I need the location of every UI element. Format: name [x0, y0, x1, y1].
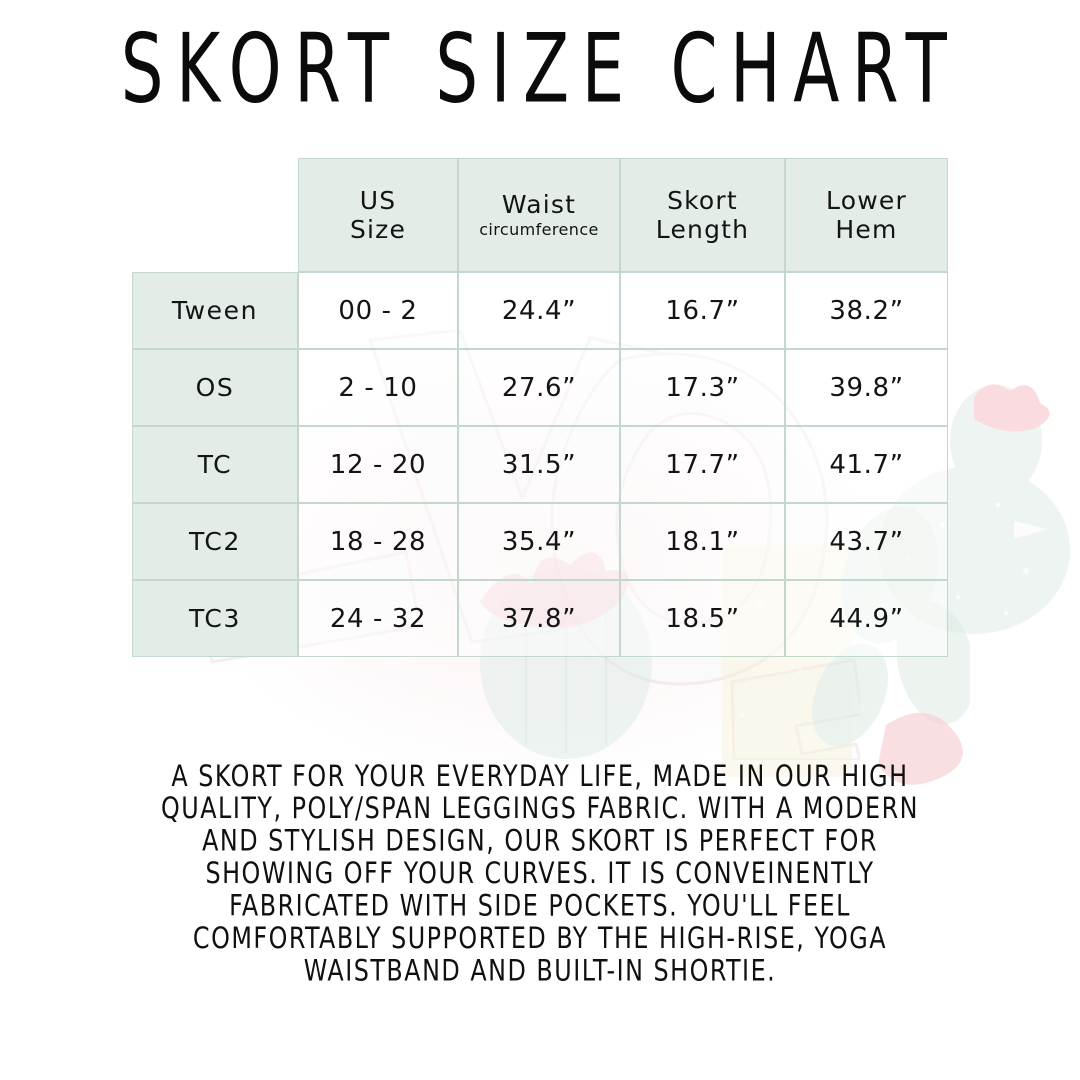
table-header-row: US Size Waist circumference Skort Length…	[132, 158, 948, 272]
description-line: COMFORTABLY SUPPORTED BY THE HIGH-RISE, …	[192, 921, 888, 956]
cell-us-size: 00 - 2	[298, 272, 458, 349]
size-chart-table: US Size Waist circumference Skort Length…	[132, 158, 948, 657]
row-label: TC3	[132, 580, 298, 657]
row-label: Tween	[132, 272, 298, 349]
column-header-lower-hem-sub: Hem	[835, 215, 898, 244]
row-label: TC2	[132, 503, 298, 580]
table-row: TC2 18 - 28 35.4” 18.1” 43.7”	[132, 503, 948, 580]
table-row: OS 2 - 10 27.6” 17.3” 39.8”	[132, 349, 948, 426]
column-header-skort-length-main: Skort	[667, 185, 738, 215]
description-line: FABRICATED WITH SIDE POCKETS. YOU'LL FEE…	[229, 888, 851, 924]
description-line: AND STYLISH DESIGN, OUR SKORT IS PERFECT…	[202, 823, 878, 859]
table-corner-cell	[132, 158, 298, 272]
cell-us-size: 2 - 10	[298, 349, 458, 426]
column-header-lower-hem: Lower Hem	[785, 158, 948, 272]
row-label: TC	[132, 426, 298, 503]
cell-skort-length: 17.7”	[620, 426, 785, 503]
description-line: QUALITY, POLY/SPAN LEGGINGS FABRIC. WITH…	[161, 791, 919, 827]
table-row: TC 12 - 20 31.5” 17.7” 41.7”	[132, 426, 948, 503]
description-line: SHOWING OFF YOUR CURVES. IT IS CONVEINEN…	[205, 856, 875, 892]
column-header-us-size: US Size	[298, 158, 458, 272]
cell-lower-hem: 43.7”	[785, 503, 948, 580]
cell-skort-length: 18.1”	[620, 503, 785, 580]
cell-skort-length: 17.3”	[620, 349, 785, 426]
description-line: A SKORT FOR YOUR EVERYDAY LIFE, MADE IN …	[171, 758, 909, 794]
cell-waist: 24.4”	[458, 272, 620, 349]
cell-waist: 37.8”	[458, 580, 620, 657]
page-title: SKORT SIZE CHART	[120, 14, 960, 125]
cell-lower-hem: 38.2”	[785, 272, 948, 349]
cell-lower-hem: 39.8”	[785, 349, 948, 426]
cell-us-size: 18 - 28	[298, 503, 458, 580]
column-header-lower-hem-main: Lower	[826, 185, 907, 215]
product-description: A SKORT FOR YOUR EVERYDAY LIFE, MADE IN …	[90, 760, 990, 987]
cell-waist: 35.4”	[458, 503, 620, 580]
column-header-skort-length: Skort Length	[620, 158, 785, 272]
cell-us-size: 12 - 20	[298, 426, 458, 503]
cell-skort-length: 18.5”	[620, 580, 785, 657]
table-row: TC3 24 - 32 37.8” 18.5” 44.9”	[132, 580, 948, 657]
cell-waist: 27.6”	[458, 349, 620, 426]
column-header-skort-length-sub: Length	[655, 215, 750, 244]
column-header-waist-sub: circumference	[479, 219, 599, 239]
column-header-us-size-main: US	[359, 185, 397, 215]
column-header-waist: Waist circumference	[458, 158, 620, 272]
column-header-waist-main: Waist	[501, 190, 577, 220]
table-row: Tween 00 - 2 24.4” 16.7” 38.2”	[132, 272, 948, 349]
cell-lower-hem: 44.9”	[785, 580, 948, 657]
cell-us-size: 24 - 32	[298, 580, 458, 657]
column-header-us-size-sub: Size	[349, 215, 407, 244]
cell-waist: 31.5”	[458, 426, 620, 503]
cell-skort-length: 16.7”	[620, 272, 785, 349]
row-label: OS	[132, 349, 298, 426]
description-line: WAISTBAND AND BUILT-IN SHORTIE.	[303, 953, 777, 989]
cell-lower-hem: 41.7”	[785, 426, 948, 503]
